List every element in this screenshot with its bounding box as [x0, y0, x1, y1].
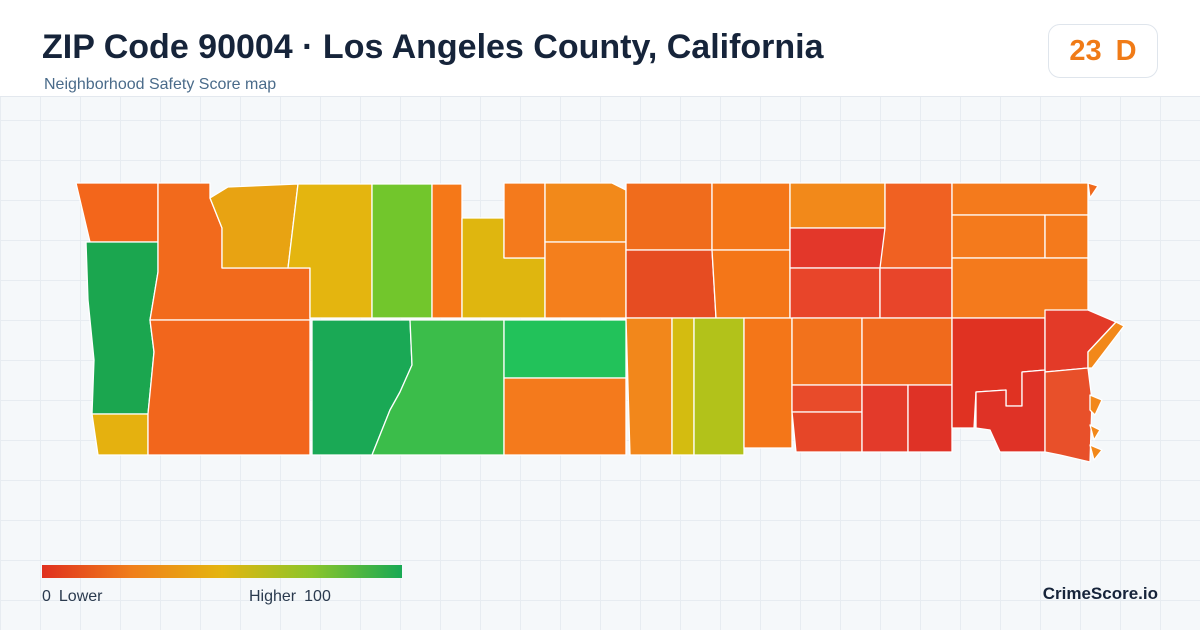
- map-region[interactable]: [907, 384, 953, 453]
- legend-max: Higher 100: [249, 588, 331, 606]
- map-region[interactable]: [1087, 182, 1099, 199]
- brand-logo-text[interactable]: CrimeScore.io: [1042, 584, 1158, 603]
- map-region[interactable]: [1087, 321, 1125, 369]
- map-region[interactable]: [431, 183, 463, 319]
- map-region[interactable]: [625, 249, 717, 319]
- map-region[interactable]: [1044, 214, 1089, 259]
- map-region[interactable]: [711, 182, 791, 251]
- legend-min-label: Lower: [58, 588, 103, 605]
- map-region[interactable]: [1089, 444, 1103, 461]
- map-region[interactable]: [147, 319, 311, 456]
- map-region[interactable]: [789, 227, 886, 269]
- map-region[interactable]: [503, 377, 627, 456]
- map-region[interactable]: [1044, 367, 1093, 463]
- map-region[interactable]: [75, 182, 159, 243]
- page-subtitle: Neighborhood Safety Score map: [44, 76, 277, 93]
- map-region[interactable]: [625, 317, 673, 456]
- legend-max-value: 100: [304, 588, 331, 605]
- page-title: ZIP Code 90004 · Los Angeles County, Cal…: [42, 28, 824, 66]
- map-region[interactable]: [789, 267, 881, 319]
- map-region[interactable]: [503, 319, 627, 379]
- map-region[interactable]: [861, 317, 953, 386]
- map-region[interactable]: [791, 411, 863, 453]
- map-region[interactable]: [85, 241, 159, 415]
- map-region[interactable]: [791, 384, 863, 413]
- map-region[interactable]: [879, 182, 953, 269]
- map-region[interactable]: [791, 317, 863, 386]
- map-region[interactable]: [544, 182, 627, 243]
- legend-min-value: 0: [42, 588, 51, 605]
- map-region[interactable]: [861, 384, 909, 453]
- legend-color-bar: [42, 565, 402, 578]
- map-region[interactable]: [625, 182, 713, 251]
- score-value: 23: [1069, 34, 1102, 67]
- map-region[interactable]: [975, 369, 1046, 453]
- map-region[interactable]: [1089, 394, 1103, 416]
- map-region[interactable]: [503, 182, 546, 259]
- legend-min: 0 Lower: [42, 588, 102, 606]
- header-bar: ZIP Code 90004 · Los Angeles County, Cal…: [0, 0, 1200, 97]
- map-region[interactable]: [711, 249, 791, 319]
- map-region[interactable]: [209, 183, 299, 269]
- map-region[interactable]: [951, 257, 1089, 319]
- map-region[interactable]: [951, 214, 1046, 259]
- map-region[interactable]: [743, 317, 793, 449]
- score-grade: D: [1115, 34, 1137, 67]
- map-region[interactable]: [671, 317, 695, 456]
- map-region[interactable]: [544, 241, 627, 319]
- safety-score-badge: 23 D: [1048, 24, 1158, 78]
- map-region[interactable]: [1089, 424, 1101, 441]
- map-region[interactable]: [951, 182, 1089, 216]
- legend-max-label: Higher: [249, 588, 297, 605]
- map-region[interactable]: [693, 317, 745, 456]
- map-region[interactable]: [789, 182, 886, 229]
- map-region[interactable]: [879, 267, 953, 319]
- map-region[interactable]: [91, 413, 149, 456]
- map-region[interactable]: [371, 183, 433, 319]
